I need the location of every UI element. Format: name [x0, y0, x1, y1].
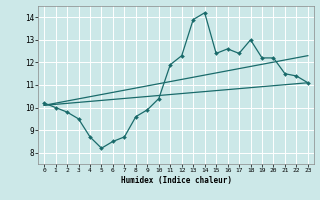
- X-axis label: Humidex (Indice chaleur): Humidex (Indice chaleur): [121, 176, 231, 185]
